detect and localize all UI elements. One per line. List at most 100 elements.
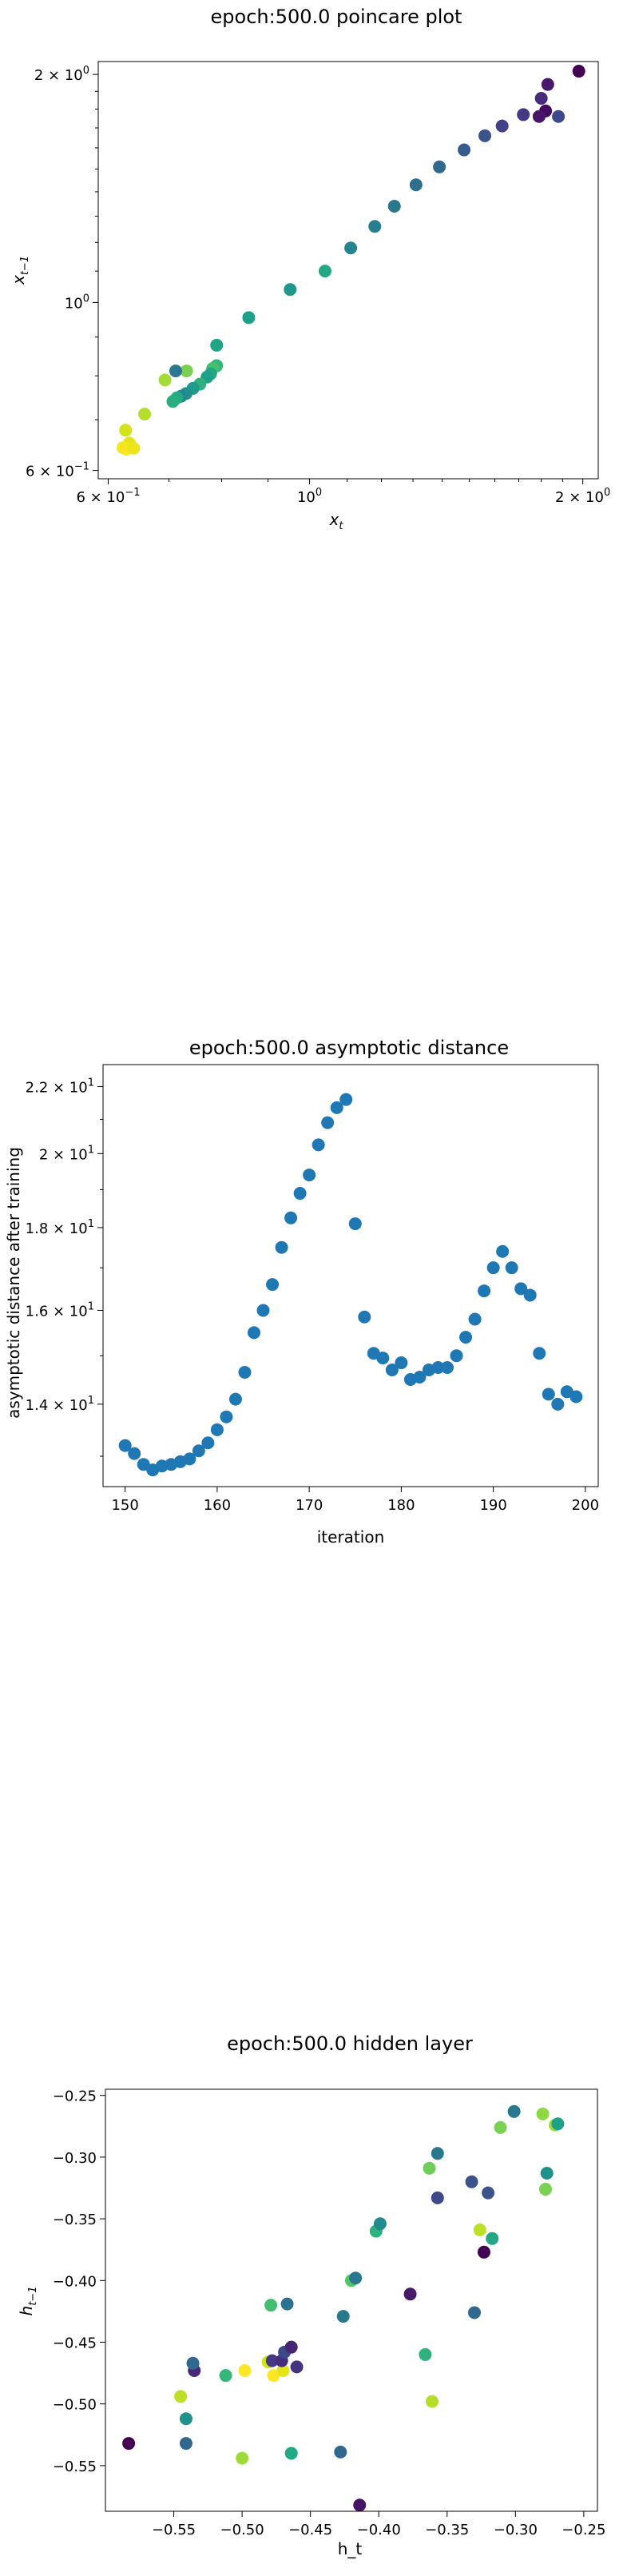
asymptotic-distance-xlabel: iteration <box>317 1527 385 1547</box>
distance-point <box>247 1326 260 1340</box>
distance-point <box>321 1116 335 1129</box>
hidden-layer-ylabel: ht−1 <box>17 2287 39 2316</box>
hidden-layer-x-tick-label: −0.55 <box>152 2522 196 2538</box>
distance-point <box>459 1331 473 1344</box>
distance-point <box>312 1138 325 1152</box>
poincare-point <box>478 129 492 142</box>
poincare-point <box>158 373 172 387</box>
asymptotic-distance-chart: epoch:500.0 asymptotic distance 150 160 17… <box>4 1037 599 1547</box>
distance-point <box>478 1284 491 1298</box>
distance-point <box>183 1452 196 1466</box>
hidden-layer-x-tick-label: −0.25 <box>562 2522 605 2538</box>
distance-point <box>137 1458 150 1471</box>
distance-point <box>523 1288 537 1302</box>
poincare-x-tick-label: 6 × 10−1 <box>76 487 140 506</box>
distance-point <box>228 1392 242 1406</box>
hidden-layer-point <box>336 2310 350 2323</box>
poincare-plot-area <box>97 61 599 480</box>
distance-point <box>468 1312 482 1326</box>
hidden-layer-point <box>219 2369 232 2383</box>
hidden-layer-y-tick-label: −0.35 <box>53 2212 97 2228</box>
distance-point <box>496 1244 510 1258</box>
distance-point <box>192 1444 205 1458</box>
hidden-layer-point <box>186 2356 200 2370</box>
hidden-layer-point <box>482 2186 495 2200</box>
distance-point <box>238 1365 252 1379</box>
poincare-point <box>318 265 331 278</box>
hidden-layer-point <box>536 2107 550 2120</box>
distance-point <box>505 1261 518 1275</box>
distance-x-tick-label: 150 <box>111 1497 138 1514</box>
poincare-x-tick-label: 2 × 100 <box>555 487 610 506</box>
distance-point <box>514 1282 528 1296</box>
hidden-layer-point <box>276 2364 290 2377</box>
asymptotic-distance-ylabel: asymptotic distance after training <box>4 1147 23 1419</box>
hidden-layer-x-tick-label: −0.50 <box>220 2522 264 2538</box>
hidden-layer-y-tick-label: −0.45 <box>53 2335 97 2351</box>
poincare-point <box>210 338 224 352</box>
hidden-layer-point <box>238 2364 252 2377</box>
hidden-layer-y-tick-label: −0.55 <box>53 2459 97 2475</box>
poincare-plot-xlabel: xt <box>329 510 344 532</box>
poincare-y-tick-label: 100 <box>65 293 89 312</box>
hidden-layer-point <box>373 2217 387 2231</box>
poincare-point <box>169 364 182 378</box>
distance-point <box>210 1423 224 1436</box>
hidden-layer-point <box>179 2437 192 2451</box>
distance-point <box>284 1211 298 1224</box>
distance-point <box>220 1410 233 1423</box>
poincare-point <box>541 78 554 91</box>
hidden-layer-point <box>494 2120 507 2134</box>
distance-point <box>385 1363 399 1376</box>
asymptotic-distance-title: epoch:500.0 asymptotic distance <box>189 1037 509 1059</box>
poincare-point <box>344 241 358 255</box>
poincare-point <box>127 441 141 455</box>
hidden-layer-point <box>349 2271 363 2285</box>
distance-point <box>275 1240 288 1254</box>
hidden-layer-y-tick-label: −0.50 <box>53 2397 97 2414</box>
distance-point <box>542 1388 555 1401</box>
poincare-point <box>458 143 471 157</box>
hidden-layer-point <box>425 2395 439 2408</box>
distance-point <box>441 1360 454 1374</box>
poincare-plot-title: epoch:500.0 poincare plot <box>211 6 462 28</box>
poincare-point <box>495 119 509 133</box>
hidden-layer-point <box>265 2354 279 2367</box>
distance-y-tick-label: 2 × 101 <box>39 1144 94 1163</box>
distance-point <box>450 1349 463 1363</box>
distance-point <box>413 1370 427 1384</box>
hidden-layer-point <box>540 2166 554 2180</box>
distance-x-tick-label: 190 <box>479 1497 506 1514</box>
hidden-layer-point <box>468 2306 481 2319</box>
hidden-layer-point <box>507 2104 521 2118</box>
distance-y-tick-label: 1.4 × 101 <box>26 1395 94 1414</box>
distance-point <box>431 1360 445 1374</box>
hidden-layer-chart: epoch:500.0 hidden layer −0.55 −0.50 −0.45… <box>17 2033 605 2558</box>
poincare-point <box>119 424 133 437</box>
hidden-layer-point <box>486 2232 499 2245</box>
poincare-plot-chart: epoch:500.0 poincare plot 6 × 10−1 100 2 ×… <box>9 6 610 532</box>
hidden-layer-plot-area <box>105 2088 598 2512</box>
hidden-layer-point <box>403 2287 417 2301</box>
hidden-layer-point <box>473 2224 486 2236</box>
hidden-layer-point <box>264 2299 278 2312</box>
hidden-layer-point <box>538 2183 552 2196</box>
poincare-point <box>433 160 446 173</box>
distance-point <box>256 1304 270 1317</box>
distance-point <box>339 1093 353 1106</box>
distance-y-tick-label: 1.8 × 101 <box>26 1218 94 1237</box>
poincare-x-tick-label: 100 <box>297 487 322 506</box>
distance-point <box>395 1356 408 1370</box>
distance-point <box>569 1390 583 1403</box>
hidden-layer-point <box>465 2175 478 2188</box>
hidden-layer-y-tick-label: −0.25 <box>53 2088 97 2105</box>
poincare-point <box>242 311 256 324</box>
distance-x-tick-label: 180 <box>387 1497 415 1514</box>
distance-point <box>201 1436 215 1450</box>
poincare-point <box>117 441 130 455</box>
hidden-layer-point <box>423 2161 436 2175</box>
distance-point <box>293 1187 307 1200</box>
distance-point <box>551 1397 565 1411</box>
distance-point <box>486 1261 500 1275</box>
hidden-layer-point <box>267 2369 280 2383</box>
